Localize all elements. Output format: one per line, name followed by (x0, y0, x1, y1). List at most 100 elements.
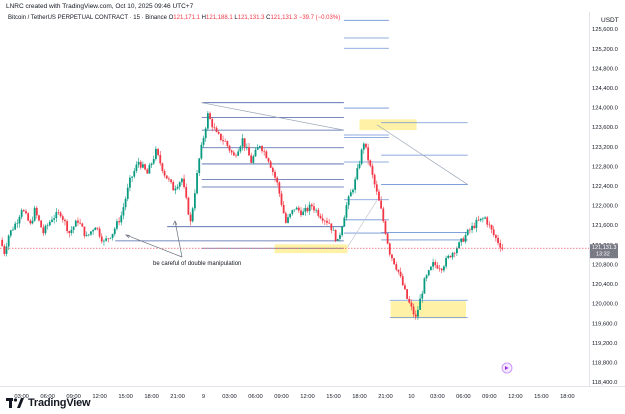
highlight-zone-2 (390, 301, 467, 319)
candle-body-184 (399, 271, 402, 277)
candle-body-212 (460, 238, 463, 243)
candle-body-124 (269, 161, 272, 168)
candle-body-18 (40, 220, 43, 228)
ohlc-high: H121,188.1 (201, 15, 233, 21)
candle-body-192 (417, 309, 419, 317)
candle-body-20 (44, 225, 47, 234)
candle-body-6 (14, 223, 17, 230)
candle-body-226 (490, 225, 493, 230)
candle-body-183 (397, 269, 400, 272)
candle-body-28 (61, 216, 64, 220)
candle-body-185 (401, 276, 404, 286)
replay-icon[interactable] (501, 362, 513, 374)
candle-body-4 (9, 230, 12, 236)
candle-body-84 (183, 178, 185, 188)
brand-name: TradingView (28, 397, 91, 409)
candle-body-114 (248, 147, 250, 156)
candle-body-228 (494, 234, 497, 238)
last-price-countdown: 13:32 (596, 252, 610, 258)
candle-body-155 (336, 238, 339, 241)
candle-body-164 (356, 168, 359, 180)
candle-body-68 (148, 165, 151, 174)
candle-body-33 (72, 226, 75, 230)
candle-body-22 (48, 221, 51, 226)
ohlc-open: O121,171.1 (168, 15, 200, 21)
x-tick-13: 18:00 (352, 394, 367, 400)
candle-body-99 (215, 127, 218, 133)
last-price-tag: 121,131.3 13:32 (590, 244, 618, 259)
candle-body-160 (347, 196, 350, 206)
candle-body-78 (170, 179, 172, 183)
x-tick-15: 10 (408, 394, 414, 400)
candle-body-44 (96, 227, 99, 229)
candle-body-195 (423, 278, 426, 294)
x-tick-10: 09:00 (274, 394, 289, 400)
candle-body-15 (33, 207, 36, 221)
candle-body-130 (282, 204, 285, 214)
candle-body-25 (55, 212, 58, 219)
x-tick-0: 03:00 (14, 394, 29, 400)
tradingview-logo-icon (6, 398, 24, 408)
candle-body-217 (471, 225, 473, 231)
ohlc-low: L121,131.3 (234, 15, 265, 21)
candle-body-229 (497, 237, 499, 244)
candle-body-104 (226, 141, 229, 146)
candle-body-113 (245, 147, 248, 148)
currency-label: USDT (601, 17, 619, 24)
candle-body-38 (83, 226, 86, 237)
candle-body-0 (1, 239, 4, 247)
highlight-zone-0 (359, 119, 417, 131)
candle-body-203 (440, 268, 443, 271)
candle-body-96 (209, 113, 211, 120)
candle-body-31 (68, 231, 71, 233)
x-tick-8: 03:00 (222, 394, 237, 400)
candlesticks (1, 110, 504, 320)
candle-body-9 (20, 210, 23, 217)
candle-body-34 (74, 220, 77, 227)
candle-body-157 (341, 226, 344, 236)
candle-body-19 (42, 227, 45, 234)
candle-body-147 (319, 215, 322, 219)
y-tick-8: 122,400.0 (592, 184, 618, 190)
candle-body-219 (475, 219, 478, 228)
candle-body-158 (343, 217, 346, 227)
candle-body-86 (187, 197, 190, 215)
candle-body-94 (204, 128, 207, 139)
ohlc-close: C121,131.3 (266, 15, 298, 21)
candle-body-13 (29, 220, 32, 224)
candle-body-43 (94, 227, 97, 231)
candle-body-69 (150, 163, 153, 166)
candle-body-47 (103, 240, 105, 242)
candle-body-92 (200, 144, 203, 159)
y-tick-13: 120,400.0 (592, 282, 618, 288)
candle-body-2 (5, 246, 8, 254)
candle-body-138 (300, 210, 302, 216)
candle-body-70 (152, 159, 155, 164)
candle-body-210 (456, 248, 458, 254)
candle-body-65 (142, 164, 144, 168)
candle-body-201 (436, 265, 439, 269)
candle-body-197 (427, 270, 430, 276)
candle-body-177 (384, 221, 387, 234)
time-axis: 03:00 06:00 09:00 12:00 15:00 18:00 21:00 9 03:0… (14, 394, 574, 400)
x-tick-21: 18:00 (560, 394, 575, 400)
candle-body-55 (120, 215, 123, 223)
horizontal-levels (115, 19, 468, 318)
candle-body-81 (176, 186, 179, 189)
candle-body-166 (360, 149, 363, 164)
x-tick-16: 03:00 (430, 394, 445, 400)
candle-body-14 (31, 220, 34, 224)
candle-body-221 (479, 218, 482, 221)
candle-body-200 (434, 262, 437, 266)
candle-body-168 (365, 143, 367, 148)
candle-body-169 (367, 147, 370, 161)
candle-body-140 (304, 207, 307, 212)
candle-body-154 (334, 230, 337, 241)
candle-body-198 (430, 266, 432, 271)
candle-body-74 (161, 163, 164, 172)
candle-body-125 (271, 167, 274, 172)
candle-body-141 (306, 207, 309, 212)
candle-body-202 (438, 268, 441, 270)
candle-body-167 (362, 143, 365, 150)
